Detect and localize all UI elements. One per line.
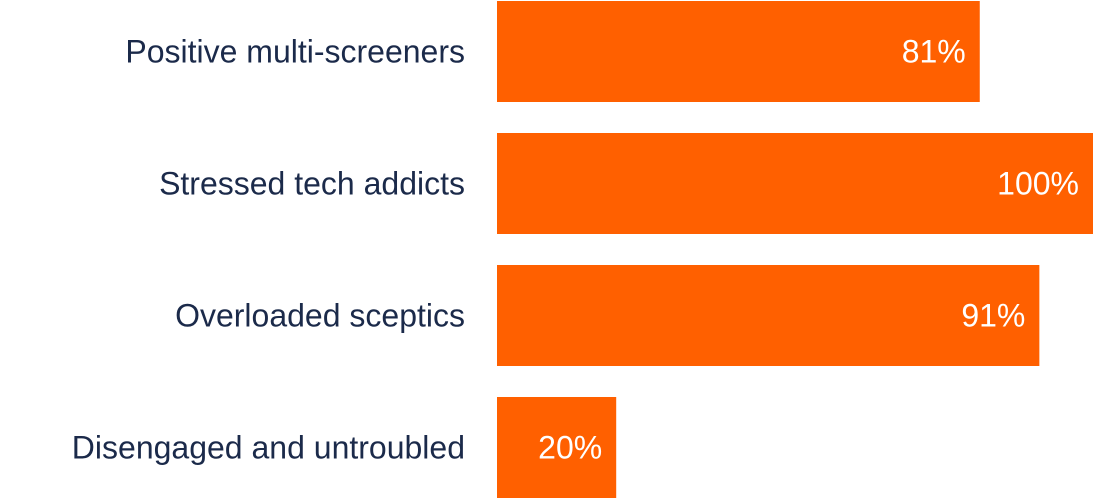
bar-0 <box>497 1 980 102</box>
bar-1 <box>497 133 1093 234</box>
bar-3 <box>497 397 617 498</box>
value-label: 100% <box>997 166 1079 202</box>
category-labels-group: Positive multi-screeners Stressed tech ad… <box>72 34 465 466</box>
bar-2 <box>497 265 1040 366</box>
category-label: Disengaged and untroubled <box>72 430 465 466</box>
value-labels-group: 81% 100% 91% 20% <box>538 34 1079 466</box>
value-label: 91% <box>961 298 1025 334</box>
value-label: 81% <box>902 34 966 70</box>
category-label: Positive multi-screeners <box>125 34 465 70</box>
value-label: 20% <box>538 430 602 466</box>
category-label: Stressed tech addicts <box>159 166 465 202</box>
category-label: Overloaded sceptics <box>175 298 465 334</box>
bars-group <box>497 1 1093 498</box>
